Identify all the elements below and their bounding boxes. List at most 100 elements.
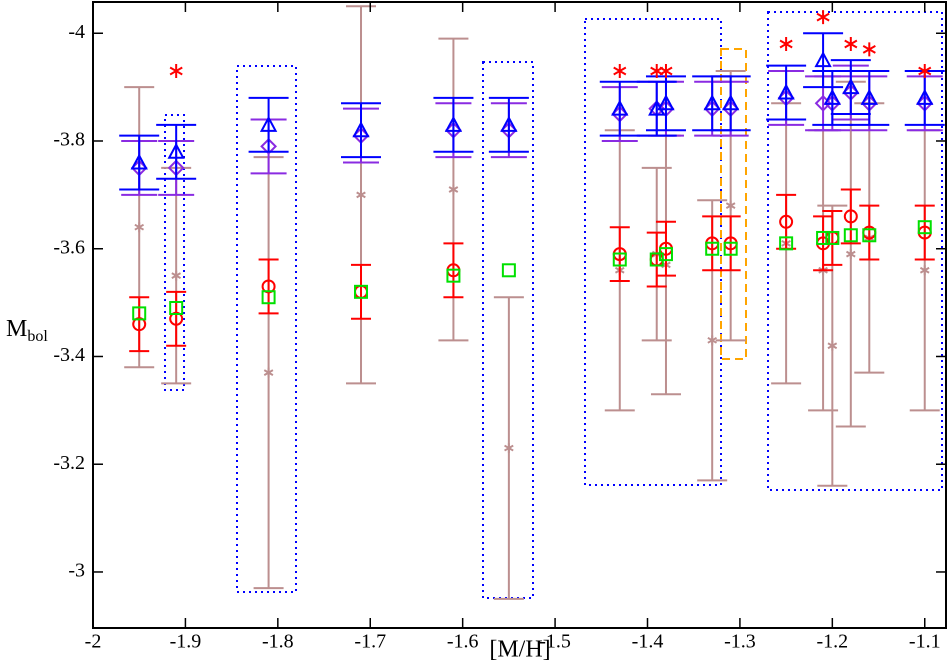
square-point bbox=[843, 228, 858, 243]
asterisk-point bbox=[725, 200, 736, 211]
group-box bbox=[482, 61, 534, 599]
error-bar bbox=[129, 296, 150, 353]
y-tick-label: -4 bbox=[68, 21, 85, 43]
triangle-point bbox=[500, 115, 518, 132]
x-tick-label: -1.6 bbox=[447, 631, 479, 653]
y-tick-label: -3.4 bbox=[53, 344, 85, 366]
flag-asterisk bbox=[613, 63, 627, 78]
circle-point bbox=[132, 317, 147, 332]
flag-asterisk bbox=[169, 63, 183, 78]
triangle-point bbox=[777, 83, 795, 100]
asterisk-point bbox=[448, 184, 459, 195]
square-point bbox=[779, 236, 794, 251]
square-point bbox=[354, 284, 369, 299]
error-bar bbox=[156, 123, 197, 180]
asterisk-point bbox=[171, 270, 182, 281]
error-bar bbox=[766, 64, 807, 121]
triangle-point bbox=[657, 94, 675, 111]
y-axis-label-main: M bbox=[6, 316, 27, 342]
asterisk-point bbox=[356, 189, 366, 200]
flag-asterisk bbox=[862, 42, 876, 57]
triangle-point bbox=[703, 94, 721, 111]
flag-asterisk bbox=[844, 37, 858, 52]
square-point bbox=[825, 230, 840, 245]
x-tick-label: -1.3 bbox=[724, 631, 756, 653]
x-tick-label: -1.2 bbox=[816, 631, 848, 653]
error-bar bbox=[341, 102, 382, 159]
triangle-point bbox=[814, 51, 832, 68]
error-bar bbox=[166, 290, 187, 347]
triangle-point bbox=[352, 121, 370, 138]
x-tick-label: -1.8 bbox=[262, 631, 294, 653]
circle-point bbox=[843, 209, 858, 224]
group-box bbox=[164, 114, 185, 391]
group-box bbox=[720, 48, 747, 360]
y-tick-label: -3.2 bbox=[53, 452, 85, 474]
y-axis-label-sub: bol bbox=[27, 328, 48, 345]
square-point bbox=[705, 241, 720, 256]
marks bbox=[119, 5, 945, 600]
x-tick-label: -1.4 bbox=[632, 631, 664, 653]
plot-area bbox=[93, 2, 946, 628]
x-tick-label: -2 bbox=[85, 631, 102, 653]
square-point bbox=[723, 241, 738, 256]
asterisk-point bbox=[845, 249, 856, 260]
triangle-point bbox=[916, 88, 934, 105]
circle-point bbox=[169, 311, 184, 326]
triangle-point bbox=[823, 88, 842, 105]
circle-point bbox=[779, 214, 794, 229]
group-box bbox=[236, 65, 297, 593]
error-bar bbox=[488, 96, 529, 153]
square-point bbox=[862, 228, 877, 243]
square-point bbox=[917, 220, 932, 235]
square-point bbox=[816, 230, 831, 245]
square-point bbox=[169, 300, 184, 315]
square-point bbox=[501, 263, 516, 278]
asterisk-point bbox=[827, 340, 838, 351]
square-point bbox=[612, 252, 627, 267]
circle-point bbox=[261, 279, 276, 294]
y-axis-label: Mbol bbox=[6, 316, 48, 345]
group-box bbox=[767, 11, 943, 491]
x-tick-label: -1.5 bbox=[539, 631, 571, 653]
triangle-point bbox=[444, 115, 463, 132]
x-tick-label: -1.7 bbox=[354, 631, 386, 653]
x-tick-label: -1.9 bbox=[170, 631, 202, 653]
plot-frame bbox=[92, 1, 947, 629]
error-bar bbox=[351, 263, 372, 320]
triangle-point bbox=[130, 153, 148, 170]
triangle-point bbox=[167, 142, 185, 159]
asterisk-point bbox=[263, 367, 274, 378]
y-tick-label: -3 bbox=[68, 560, 85, 582]
asterisk-point bbox=[134, 222, 145, 233]
triangle-point bbox=[611, 99, 629, 116]
flag-asterisk bbox=[659, 63, 673, 78]
triangle-point bbox=[721, 94, 740, 111]
error-bar bbox=[710, 75, 751, 132]
error-bar bbox=[636, 80, 677, 137]
asterisk-point bbox=[504, 443, 514, 454]
error-bar bbox=[803, 32, 844, 89]
error-bar bbox=[840, 188, 861, 245]
error-bar bbox=[830, 59, 871, 116]
error-bar bbox=[599, 80, 640, 137]
error-bar bbox=[812, 69, 853, 126]
square-point bbox=[132, 306, 147, 321]
flag-asterisk bbox=[779, 37, 793, 52]
y-tick-label: -3.6 bbox=[53, 236, 85, 258]
triangle-point bbox=[842, 78, 860, 95]
x-axis-label: [M/H] bbox=[489, 637, 550, 663]
error-bar bbox=[849, 69, 890, 126]
error-bar bbox=[646, 231, 667, 288]
error-bar bbox=[433, 96, 474, 153]
triangle-point bbox=[259, 115, 278, 132]
y-tick-label: -3.8 bbox=[53, 129, 85, 151]
diamond-point bbox=[260, 137, 278, 155]
flag-asterisk bbox=[918, 63, 932, 78]
flag-asterisk bbox=[816, 10, 830, 25]
group-box bbox=[584, 18, 722, 486]
asterisk-point bbox=[707, 335, 718, 346]
square-point bbox=[446, 268, 461, 283]
square-point bbox=[261, 290, 276, 305]
